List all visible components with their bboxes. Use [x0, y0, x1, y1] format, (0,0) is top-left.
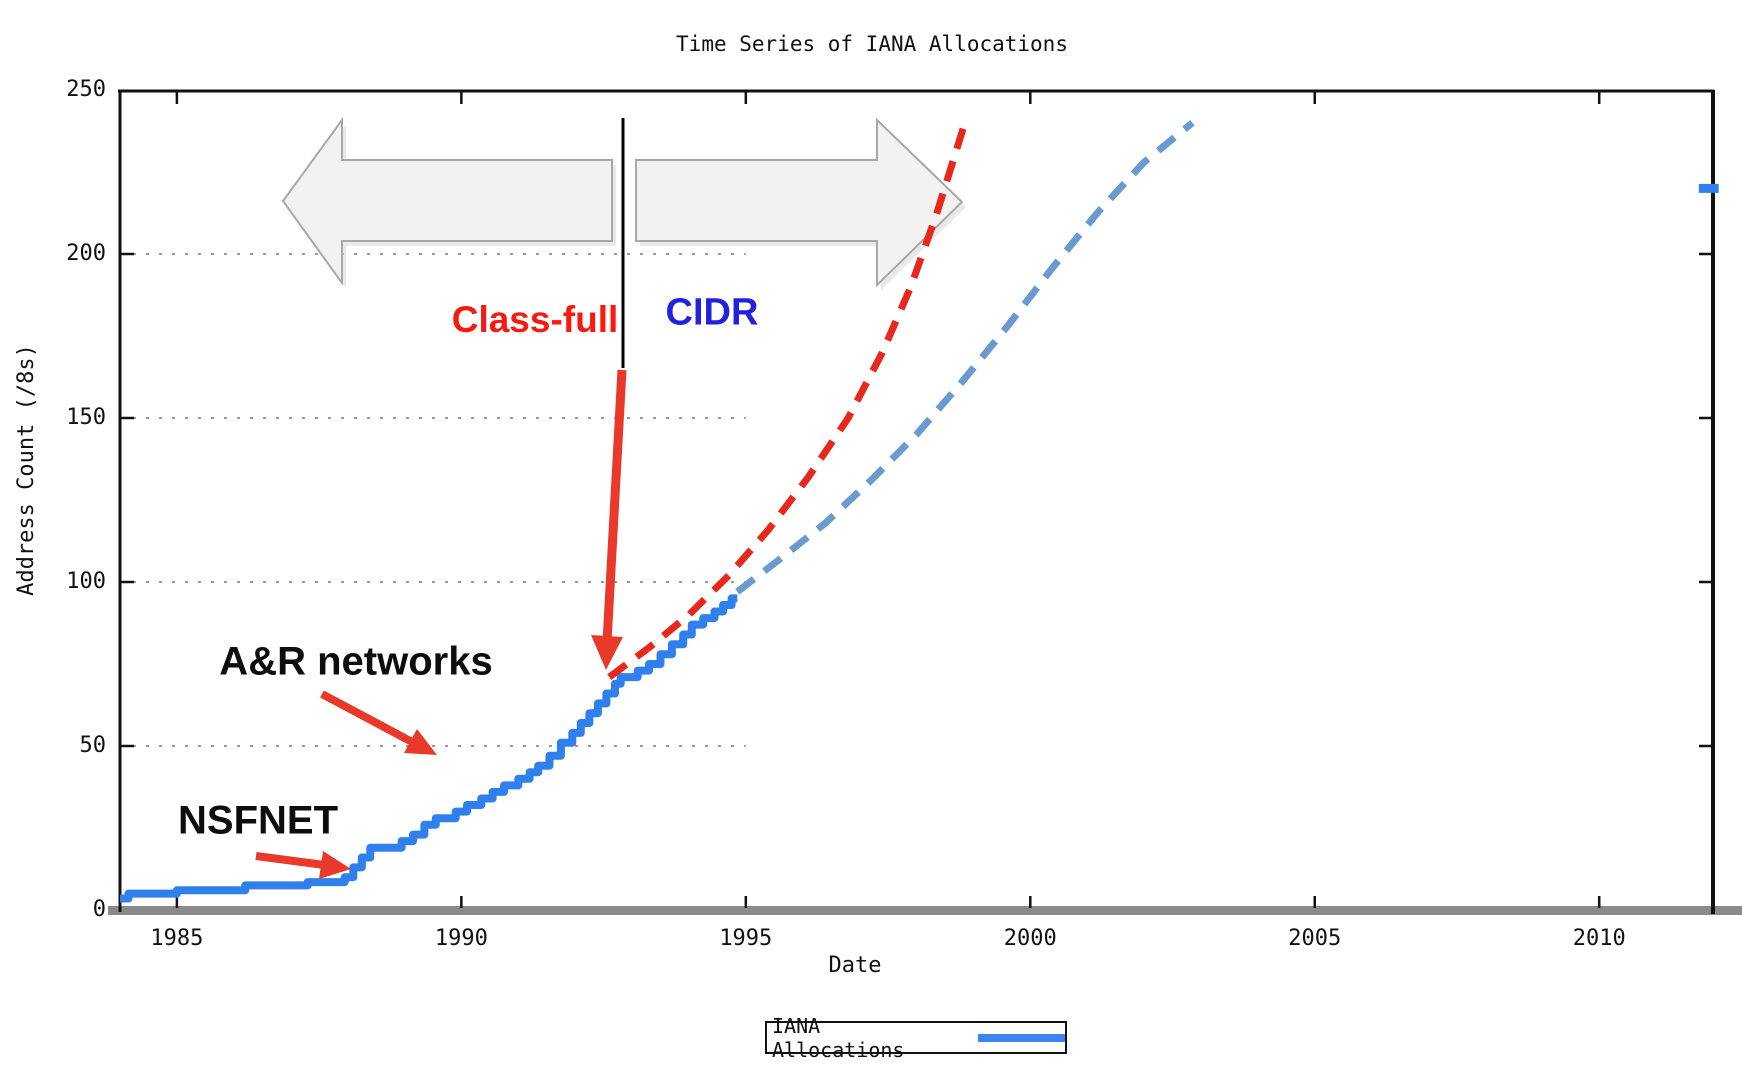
gridlines [120, 253, 746, 747]
series-lines [120, 120, 1719, 903]
legend: IANA Allocations [765, 1014, 1067, 1062]
classfull-pointer-arrow [591, 369, 627, 670]
era-arrows [281, 116, 966, 368]
annotation-nsfnet-label: NSFNET [178, 798, 338, 843]
nsfnet-pointer-arrow [255, 851, 351, 879]
x-tick-label-1985: 1985 [150, 926, 204, 951]
x-tick-label-1990: 1990 [434, 926, 488, 951]
ar-networks-pointer-arrow [320, 690, 437, 755]
class-full-projection-line [607, 121, 969, 680]
iana-allocations-line [120, 594, 738, 903]
cidr-projection-line [735, 120, 1195, 595]
x-tick-label-2010: 2010 [1572, 926, 1626, 951]
y-tick-label-0: 0 [92, 897, 106, 922]
annotation-ar-networks-label: A&R networks [219, 639, 493, 684]
tick-marks [121, 92, 1712, 908]
legend-label: IANA Allocations [772, 1013, 905, 1062]
left-era-arrow [281, 116, 613, 287]
x-tick-label-2000: 2000 [1003, 926, 1057, 951]
x-axis-baseline [108, 906, 1742, 915]
y-tick-label-100: 100 [66, 569, 106, 594]
y-tick-label-250: 250 [66, 77, 106, 102]
annotation-cidr-label: CIDR [665, 291, 759, 334]
chart-title: Time Series of IANA Allocations [676, 32, 1068, 56]
y-tick-label-200: 200 [66, 241, 106, 266]
annotation-arrows [255, 369, 627, 879]
right-era-arrow [635, 117, 964, 288]
legend-line-swatch [977, 1033, 1065, 1042]
y-tick-label-50: 50 [79, 733, 107, 758]
x-axis-title: Date [828, 953, 882, 978]
axes-frame [108, 89, 1742, 915]
annotation-classfull-label: Class-full [451, 299, 619, 340]
y-tick-label-150: 150 [66, 405, 106, 430]
x-tick-label-1995: 1995 [719, 926, 773, 951]
x-tick-label-2005: 2005 [1288, 926, 1342, 951]
